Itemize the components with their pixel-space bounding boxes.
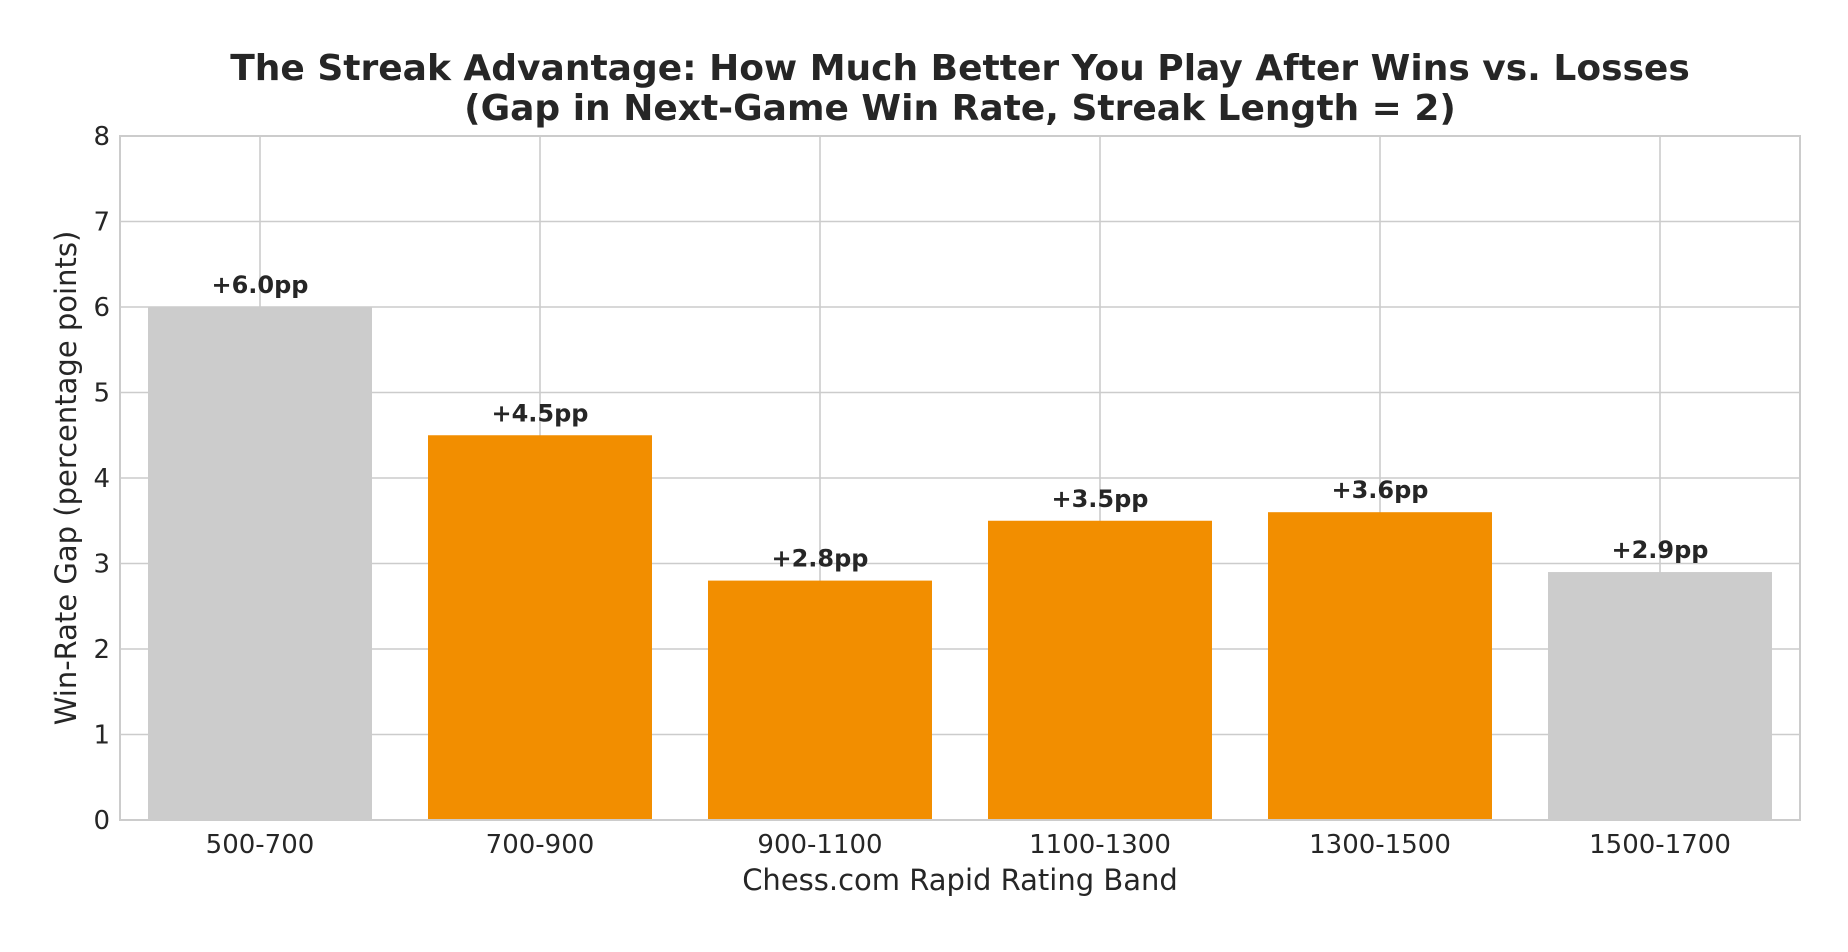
data-labels: +6.0pp +4.5pp +2.8pp +3.5pp +3.6pp +2.9pp (212, 271, 1709, 573)
data-label: +2.9pp (1612, 536, 1709, 564)
y-tick-label: 8 (93, 122, 110, 152)
bar-1500-1700 (1548, 572, 1772, 820)
x-tick-label: 500-700 (206, 830, 315, 860)
y-tick-label: 0 (93, 806, 110, 836)
y-axis-ticks: 0 1 2 3 4 5 6 7 8 (93, 122, 110, 836)
y-tick-label: 4 (93, 464, 110, 494)
y-tick-label: 5 (93, 379, 110, 409)
bar-500-700 (148, 307, 372, 820)
x-tick-label: 1300-1500 (1309, 830, 1451, 860)
data-label: +6.0pp (212, 271, 309, 299)
y-tick-label: 7 (93, 208, 110, 238)
y-tick-label: 2 (93, 635, 110, 665)
x-tick-label: 1500-1700 (1589, 830, 1731, 860)
x-tick-label: 700-900 (486, 830, 595, 860)
x-axis-label: Chess.com Rapid Rating Band (742, 863, 1178, 897)
data-label: +3.5pp (1052, 485, 1149, 513)
bar-1100-1300 (988, 520, 1212, 820)
plot-frame (119, 135, 1801, 821)
chart-title-line-2: (Gap in Next-Game Win Rate, Streak Lengt… (464, 88, 1456, 129)
bars (148, 307, 1772, 820)
y-axis-label: Win-Rate Gap (percentage points) (49, 231, 83, 726)
y-tick-label: 3 (93, 550, 110, 580)
x-tick-label: 1100-1300 (1029, 830, 1171, 860)
x-tick-label: 900-1100 (757, 830, 882, 860)
bar-900-1100 (708, 580, 932, 820)
data-label: +2.8pp (772, 545, 869, 573)
bar-1300-1500 (1268, 512, 1492, 820)
y-tick-label: 1 (93, 721, 110, 751)
y-tick-label: 6 (93, 293, 110, 323)
x-axis-ticks: 500-700 700-900 900-1100 1100-1300 1300-1500… (206, 830, 1731, 860)
chart-title: The Streak Advantage: How Much Better Yo… (230, 48, 1690, 129)
data-label: +3.6pp (1332, 476, 1429, 504)
bar-700-900 (428, 435, 652, 820)
data-label: +4.5pp (492, 399, 589, 427)
chart-title-line-1: The Streak Advantage: How Much Better Yo… (230, 48, 1690, 89)
